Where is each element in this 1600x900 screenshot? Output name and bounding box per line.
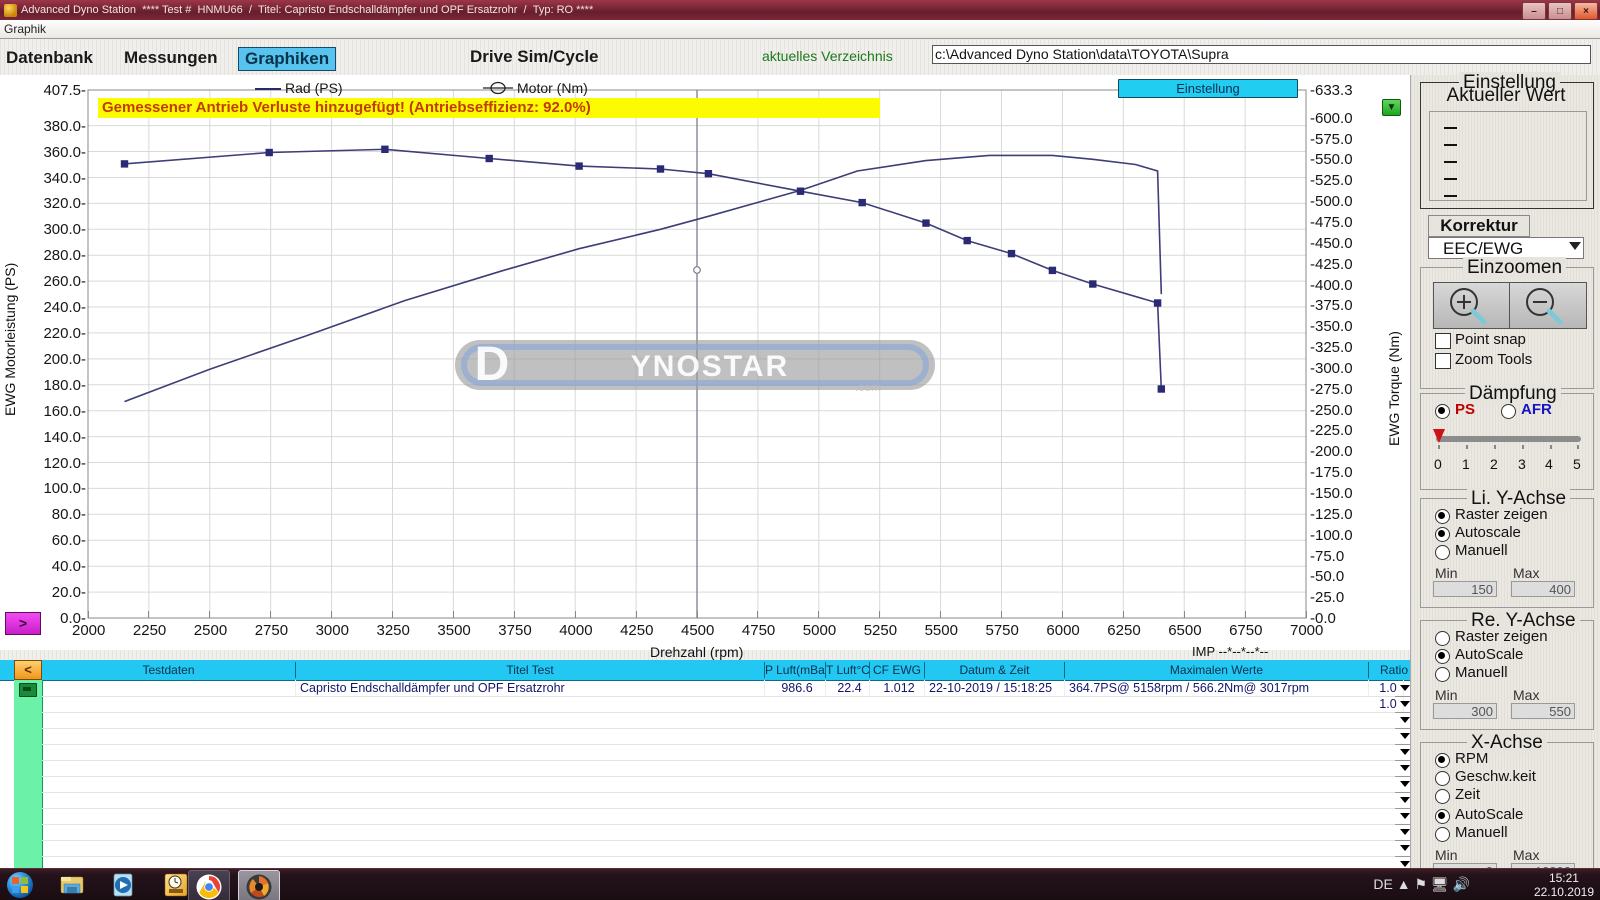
svg-text:YNOSTAR: YNOSTAR: [631, 350, 789, 383]
svg-text:D: D: [475, 338, 510, 391]
svg-text:.com: .com: [855, 380, 881, 394]
